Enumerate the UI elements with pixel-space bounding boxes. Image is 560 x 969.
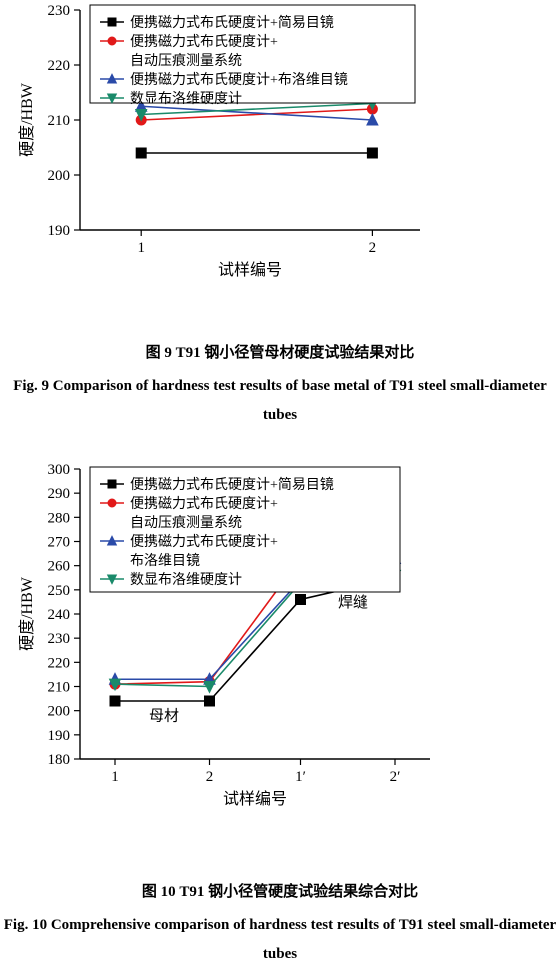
svg-text:280: 280 [48,510,71,526]
chart-fig9: 190 200 210 220 230 1 2 试样编号 硬度/HBW 便携磁力式布氏硬度计+简易… [0,0,560,325]
svg-text:便携磁力式布氏硬度计+: 便携磁力式布氏硬度计+ [130,534,278,550]
svg-text:焊缝: 焊缝 [338,593,368,610]
svg-text:自动压痕测量系统: 自动压痕测量系统 [130,53,242,69]
svg-text:200: 200 [48,703,71,719]
fig10-caption-zh: 图 10 T91 钢小径管硬度试验结果综合对比 [0,880,560,901]
svg-text:290: 290 [48,486,71,502]
svg-text:试样编号: 试样编号 [218,261,282,279]
svg-text:220: 220 [48,655,71,671]
svg-text:240: 240 [48,607,71,623]
svg-text:270: 270 [48,534,71,550]
svg-text:1: 1 [111,769,119,785]
svg-text:180: 180 [48,752,71,768]
svg-text:数显布洛维硬度计: 数显布洛维硬度计 [130,91,242,107]
svg-text:1′: 1′ [295,769,306,785]
svg-text:190: 190 [48,727,71,743]
svg-text:试样编号: 试样编号 [223,790,287,808]
chart-svg-fig9: 190 200 210 220 230 1 2 试样编号 硬度/HBW 便携磁力式布氏硬度计+简易… [0,0,440,325]
svg-text:210: 210 [48,113,71,129]
svg-text:300: 300 [48,462,71,478]
svg-text:母材: 母材 [149,707,179,724]
svg-text:便携磁力式布氏硬度计+: 便携磁力式布氏硬度计+ [130,496,278,512]
svg-text:硬度/HBW: 硬度/HBW [18,82,36,157]
svg-text:2: 2 [369,240,377,256]
svg-text:布洛维目镜: 布洛维目镜 [130,553,200,569]
chart-fig10: 180 190 200 210 220 230 240 250 260 270 280 290 300 1… [0,459,560,864]
figure-10: 180 190 200 210 220 230 240 250 260 270 280 290 300 1… [0,459,560,969]
fig9-caption-zh: 图 9 T91 钢小径管母材硬度试验结果对比 [0,341,560,362]
svg-text:200: 200 [48,168,71,184]
svg-text:260: 260 [48,558,71,574]
chart-svg-fig10: 180 190 200 210 220 230 240 250 260 270 280 290 300 1… [0,459,450,864]
svg-text:自动压痕测量系统: 自动压痕测量系统 [130,515,242,531]
svg-text:便携磁力式布氏硬度计+布洛维目镜: 便携磁力式布氏硬度计+布洛维目镜 [130,72,348,88]
svg-text:便携磁力式布氏硬度计+简易目镜: 便携磁力式布氏硬度计+简易目镜 [130,14,334,31]
svg-text:190: 190 [48,223,71,239]
svg-text:230: 230 [48,631,71,647]
svg-text:数显布洛维硬度计: 数显布洛维硬度计 [130,572,242,588]
svg-text:便携磁力式布氏硬度计+简易目镜: 便携磁力式布氏硬度计+简易目镜 [130,476,334,493]
svg-text:2′: 2′ [390,769,401,785]
fig9-caption-en: Fig. 9 Comparison of hardness test resul… [0,372,560,431]
svg-text:250: 250 [48,582,71,598]
figure-9: 190 200 210 220 230 1 2 试样编号 硬度/HBW 便携磁力式布氏硬度计+简易… [0,0,560,431]
svg-text:230: 230 [48,3,71,19]
svg-text:210: 210 [48,679,71,695]
svg-text:便携磁力式布氏硬度计+: 便携磁力式布氏硬度计+ [130,34,278,50]
svg-text:1: 1 [137,240,145,256]
svg-text:硬度/HBW: 硬度/HBW [18,576,36,651]
svg-text:220: 220 [48,58,71,74]
fig10-caption-en: Fig. 10 Comprehensive comparison of hard… [0,911,560,969]
svg-text:2: 2 [206,769,214,785]
